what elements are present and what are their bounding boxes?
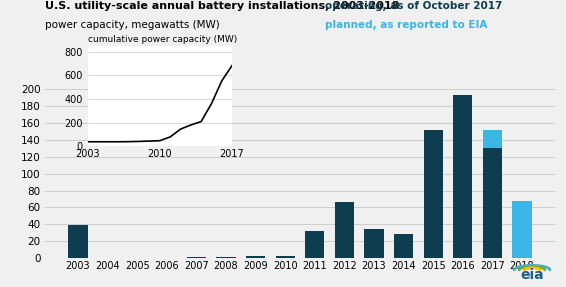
Text: cumulative power capacity (MW): cumulative power capacity (MW)	[88, 35, 237, 44]
Bar	[68, 225, 88, 258]
Bar	[512, 201, 531, 258]
Bar	[276, 256, 295, 258]
Bar	[453, 95, 473, 258]
Text: eia: eia	[520, 267, 544, 282]
Bar	[216, 257, 235, 258]
Bar	[394, 234, 413, 258]
Bar	[483, 148, 502, 258]
Text: planned, as reported to EIA: planned, as reported to EIA	[325, 20, 488, 30]
Text: operating, as of October 2017: operating, as of October 2017	[325, 1, 503, 11]
Text: U.S. utility-scale annual battery installations, 2003-2018: U.S. utility-scale annual battery instal…	[45, 1, 400, 11]
Bar	[246, 256, 265, 258]
Bar	[335, 202, 354, 258]
Bar	[365, 229, 384, 258]
Text: power capacity, megawatts (MW): power capacity, megawatts (MW)	[45, 20, 220, 30]
Bar	[423, 130, 443, 258]
Bar	[483, 129, 502, 148]
Bar	[305, 231, 324, 258]
Bar	[187, 257, 206, 258]
